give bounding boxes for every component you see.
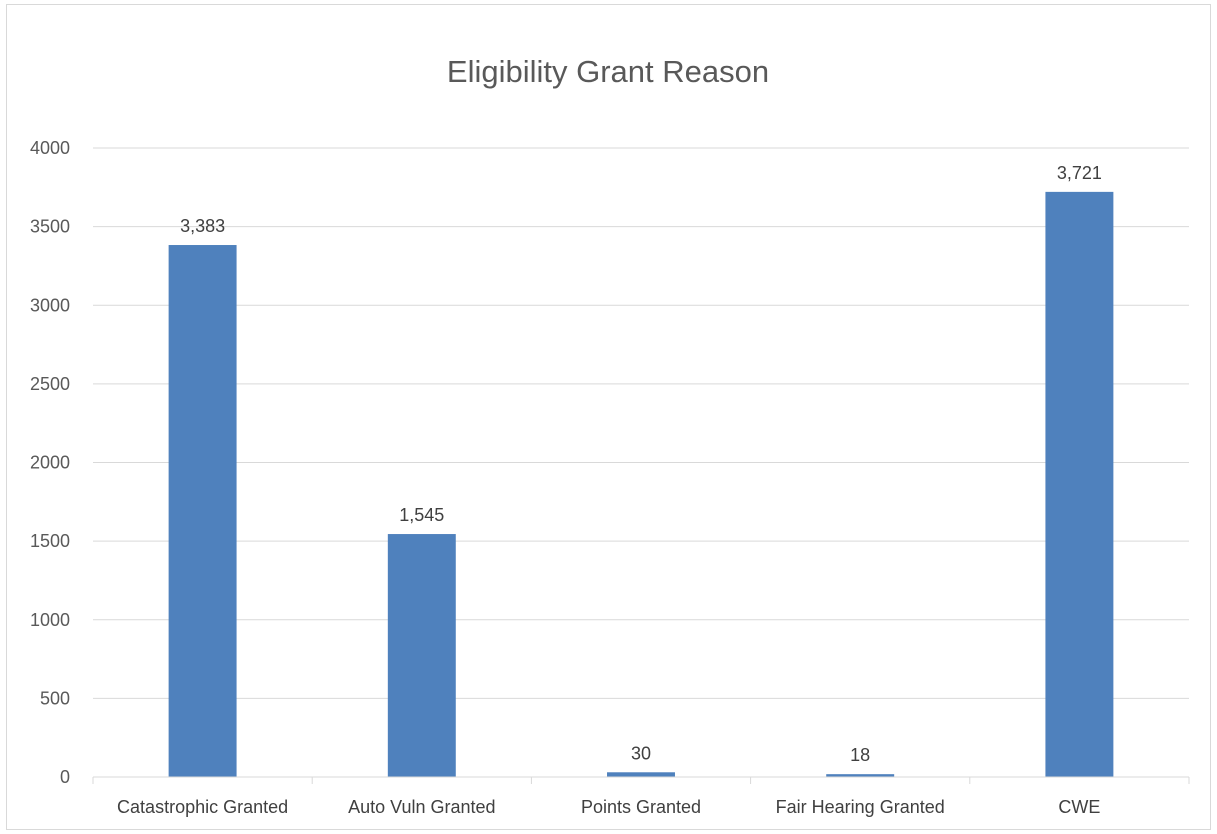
x-axis xyxy=(92,776,1190,784)
data-label: 1,545 xyxy=(399,505,444,525)
y-tick-label: 3000 xyxy=(30,295,70,315)
x-category-label: Auto Vuln Granted xyxy=(348,797,495,817)
bars xyxy=(168,191,1114,778)
y-tick-label: 2000 xyxy=(30,453,70,473)
y-axis-tick-labels: 0 500 1000 1500 2000 2500 3000 3500 4000 xyxy=(30,138,70,787)
bar xyxy=(1045,191,1114,778)
data-labels: 3,383 1,545 30 18 3,721 xyxy=(180,163,1102,765)
y-tick-label: 3500 xyxy=(30,217,70,237)
y-tick-label: 0 xyxy=(60,767,70,787)
data-label: 18 xyxy=(850,745,870,765)
x-category-label: CWE xyxy=(1058,797,1100,817)
x-axis-category-labels: Catastrophic Granted Auto Vuln Granted Poi… xyxy=(117,797,1100,817)
bar xyxy=(387,534,456,777)
y-tick-label: 1000 xyxy=(30,610,70,630)
y-tick-label: 4000 xyxy=(30,138,70,158)
chart-title: Eligibility Grant Reason xyxy=(447,54,769,89)
x-category-label: Points Granted xyxy=(581,797,701,817)
bar xyxy=(168,245,237,777)
gridlines xyxy=(93,147,1189,699)
x-category-label: Fair Hearing Granted xyxy=(776,797,945,817)
data-label: 3,383 xyxy=(180,216,225,236)
bar xyxy=(607,772,675,777)
x-category-label: Catastrophic Granted xyxy=(117,797,288,817)
data-label: 30 xyxy=(631,743,651,763)
data-label: 3,721 xyxy=(1057,163,1102,183)
bar xyxy=(826,774,895,777)
y-tick-label: 2500 xyxy=(30,374,70,394)
y-tick-label: 500 xyxy=(40,688,70,708)
y-tick-label: 1500 xyxy=(30,531,70,551)
